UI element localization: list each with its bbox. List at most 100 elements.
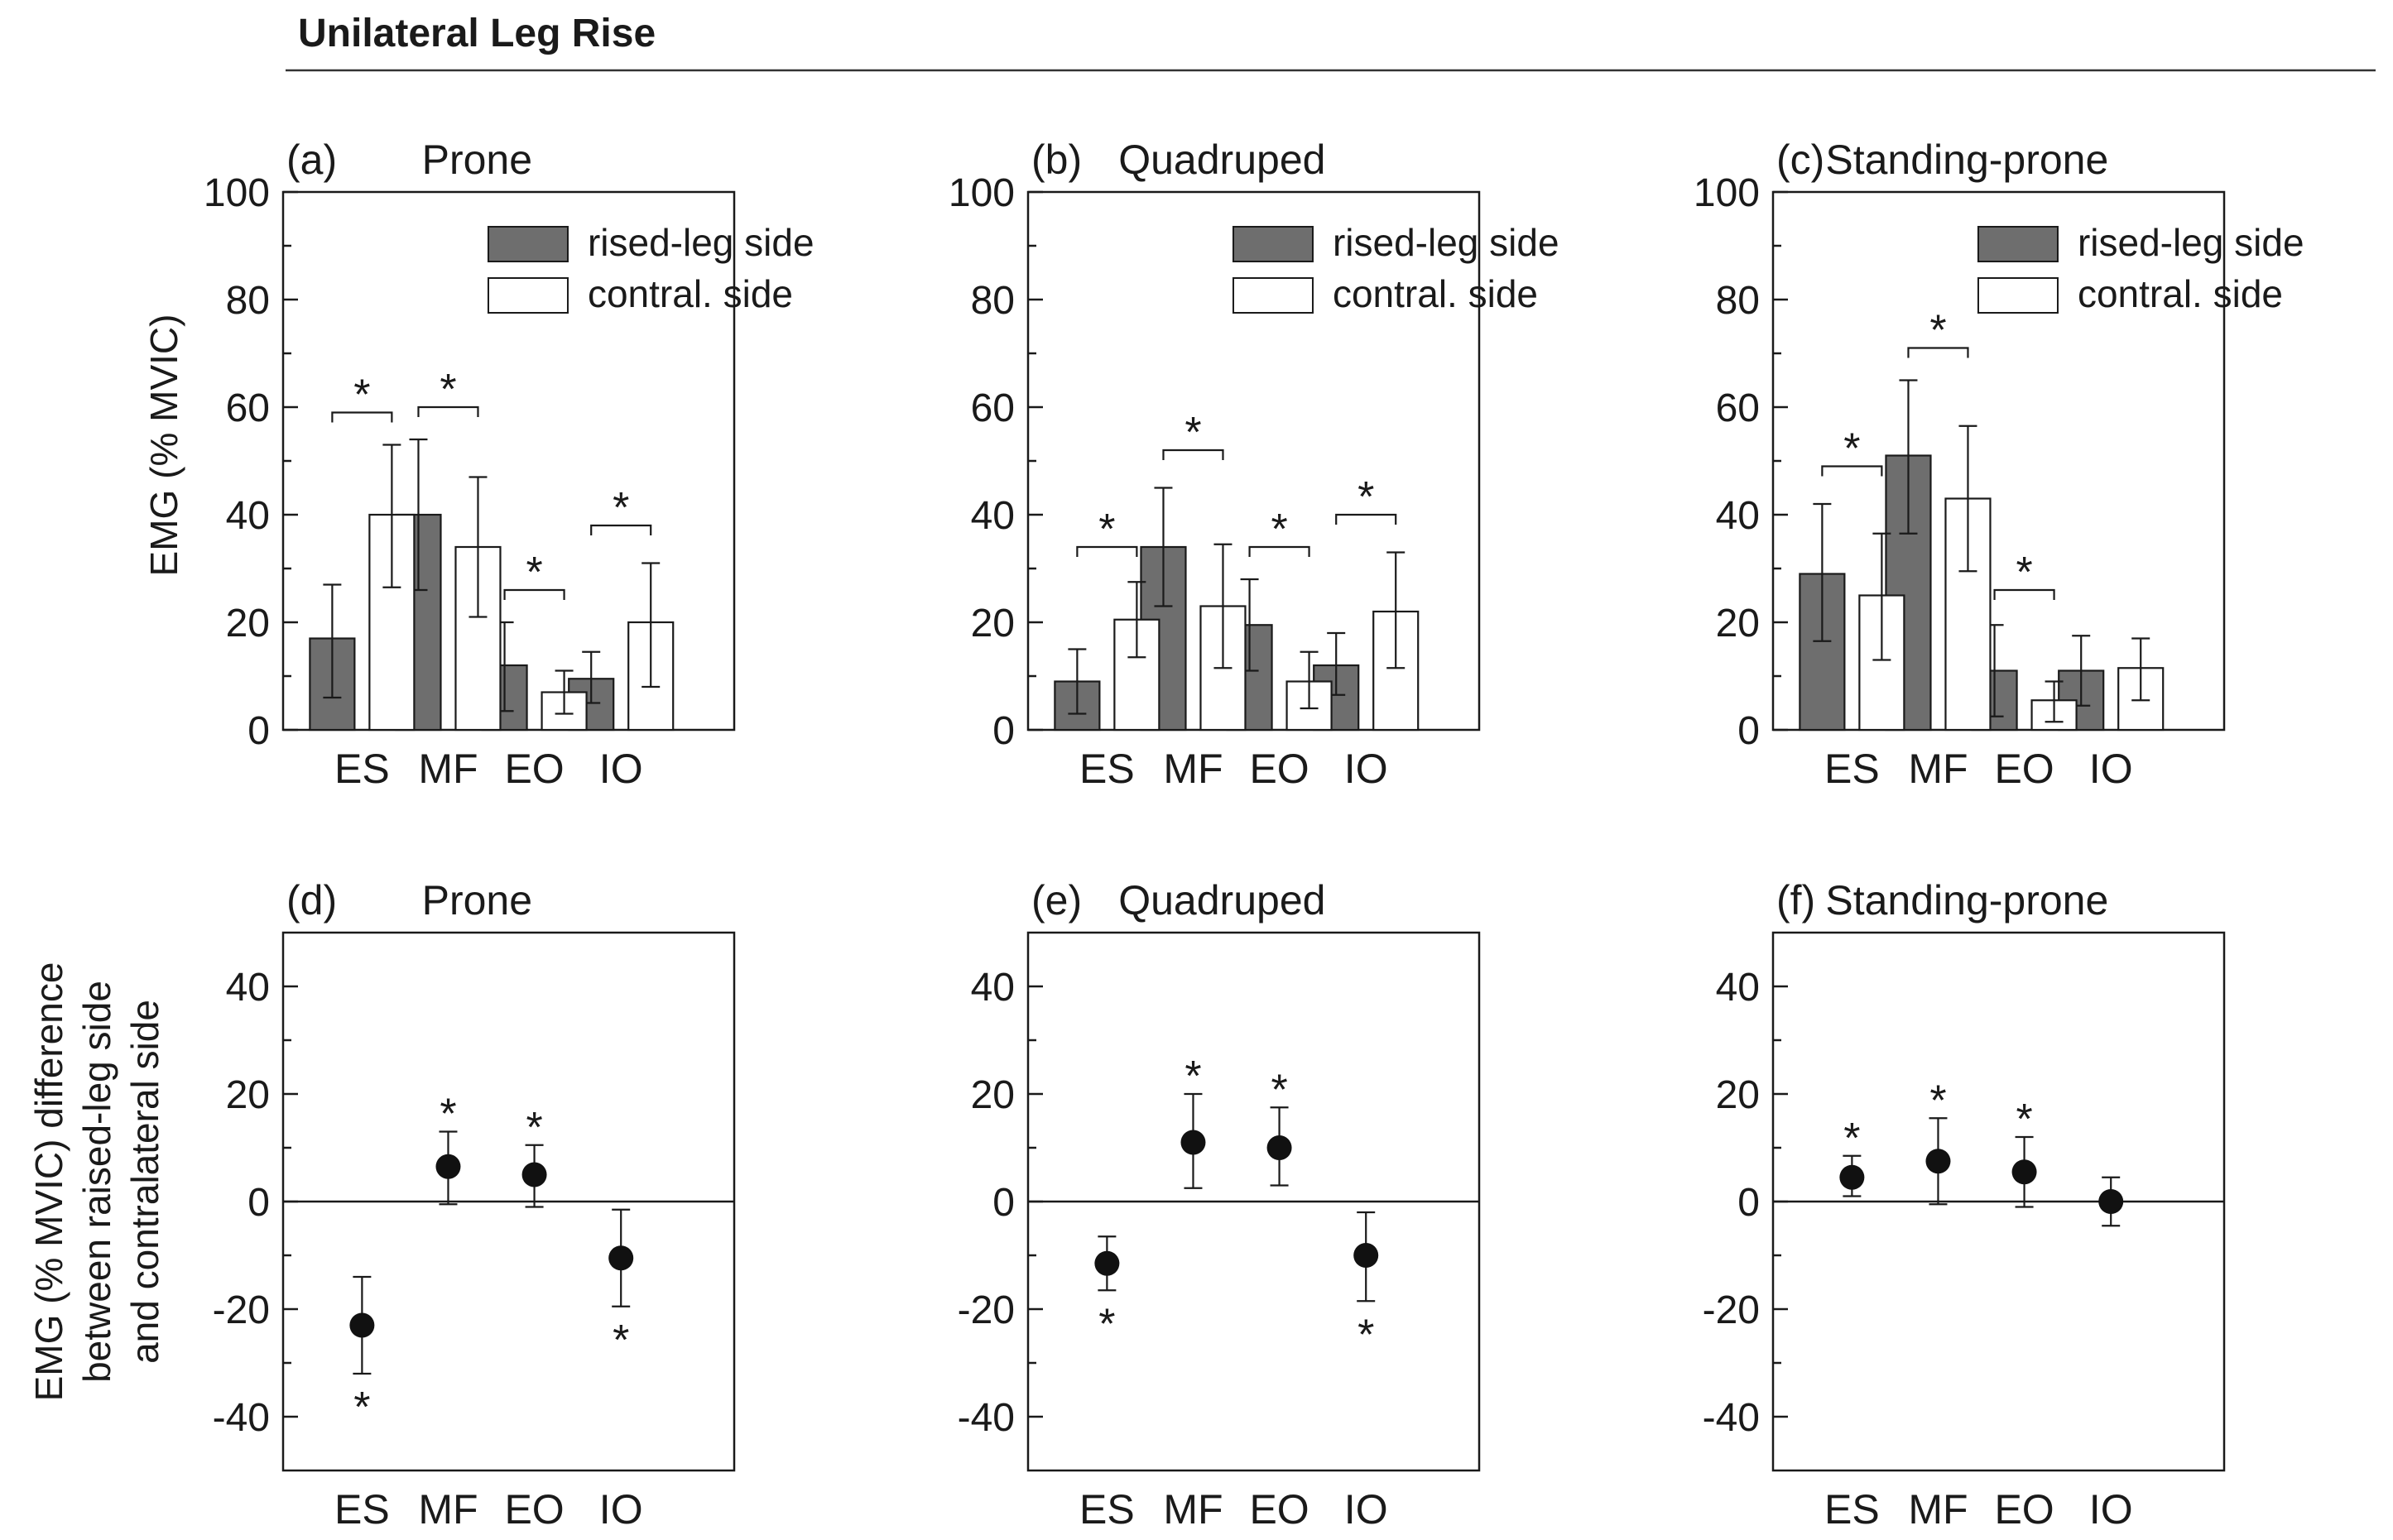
x-tick-label-eo: EO [1994, 746, 2054, 792]
panel-title: Prone [422, 137, 532, 183]
significance-asterisk: * [613, 1317, 629, 1365]
y-tick-label: 0 [247, 709, 270, 753]
x-tick-label-eo: EO [1249, 1486, 1309, 1533]
legend-label-contral-side: contral. side [2078, 272, 2283, 315]
mean-difference-point-es [1839, 1164, 1865, 1190]
significance-asterisk: * [1098, 506, 1115, 554]
panel-title: Quadruped [1118, 137, 1325, 183]
mean-difference-point-eo [2011, 1159, 2037, 1185]
significance-bracket [1162, 449, 1224, 460]
significance-asterisk: * [1357, 473, 1374, 521]
panel-title: Quadruped [1118, 877, 1325, 924]
y-tick-label: -40 [958, 1396, 1015, 1440]
y-tick-label: 60 [1716, 386, 1760, 430]
y-tick-label: 40 [1716, 966, 1760, 1010]
significance-bracket [1335, 513, 1397, 525]
bottom-row-y-axis-label-line-3: and contralateral side [123, 1000, 166, 1364]
x-tick-label-io: IO [599, 1486, 643, 1533]
x-tick-label-eo: EO [504, 1486, 564, 1533]
significance-bracket [331, 411, 393, 423]
x-tick-label-mf: MF [1908, 1486, 1968, 1533]
panel-title: Standing-prone [1825, 877, 2108, 924]
y-tick-label: 40 [971, 966, 1015, 1010]
mean-difference-point-es [349, 1312, 375, 1338]
significance-asterisk: * [613, 484, 629, 532]
x-tick-label-mf: MF [418, 746, 478, 792]
x-tick-label-io: IO [1344, 1486, 1388, 1533]
significance-asterisk: * [1929, 1077, 1946, 1125]
significance-asterisk: * [1929, 307, 1946, 355]
significance-bracket [417, 405, 479, 417]
panel-label: (b) [1031, 137, 1082, 183]
legend-swatch-contral-side [1977, 277, 2059, 314]
top-row-y-axis-label: EMG (% MVIC) [142, 314, 185, 577]
x-tick-label-eo: EO [1249, 746, 1309, 792]
mean-difference-point-io [1353, 1243, 1379, 1268]
legend-swatch-rised-leg-side [487, 226, 569, 262]
y-tick-label: 80 [971, 279, 1015, 323]
mean-difference-point-eo [1266, 1135, 1292, 1160]
panel-title: Standing-prone [1825, 137, 2108, 183]
significance-asterisk: * [1843, 425, 1860, 473]
x-tick-label-io: IO [599, 746, 643, 792]
legend-label-rised-leg-side: rised-leg side [1333, 221, 1559, 264]
significance-asterisk: * [440, 366, 456, 414]
y-tick-label: -20 [213, 1288, 270, 1332]
legend-swatch-rised-leg-side [1977, 226, 2059, 262]
significance-bracket [1076, 545, 1138, 557]
significance-asterisk: * [526, 549, 542, 597]
y-tick-label: 100 [1694, 171, 1760, 215]
significance-bracket [1821, 465, 1883, 477]
y-tick-label: -40 [1703, 1396, 1760, 1440]
mean-difference-point-eo [521, 1162, 547, 1187]
x-tick-label-es: ES [334, 746, 390, 792]
y-tick-label: 20 [1716, 1073, 1760, 1117]
y-tick-label: 0 [992, 709, 1015, 753]
legend-swatch-contral-side [1232, 277, 1314, 314]
y-tick-label: 100 [949, 171, 1015, 215]
significance-asterisk: * [1184, 409, 1201, 457]
significance-asterisk: * [440, 1091, 456, 1139]
y-tick-label: -20 [1703, 1288, 1760, 1332]
significance-asterisk: * [526, 1104, 542, 1152]
panel-label: (e) [1031, 877, 1082, 924]
y-tick-label: 20 [971, 1073, 1015, 1117]
significance-asterisk: * [2016, 549, 2032, 597]
y-tick-label: 0 [1737, 1181, 1760, 1225]
panel-label: (c) [1776, 137, 1824, 183]
y-tick-label: -20 [958, 1288, 1015, 1332]
x-tick-label-io: IO [2089, 1486, 2133, 1533]
significance-bracket [503, 588, 565, 600]
y-tick-label: 0 [247, 1181, 270, 1225]
bottom-row-y-axis-label-line-2: between raised-leg side [75, 981, 118, 1383]
x-tick-label-mf: MF [1908, 746, 1968, 792]
legend-label-rised-leg-side: rised-leg side [2078, 221, 2304, 264]
significance-bracket [1248, 545, 1310, 557]
mean-difference-point-mf [435, 1154, 461, 1179]
mean-difference-point-io [2098, 1189, 2124, 1214]
significance-asterisk: * [1271, 506, 1287, 554]
panel-label: (f) [1776, 877, 1815, 924]
y-tick-label: 80 [1716, 279, 1760, 323]
legend-swatch-rised-leg-side [1232, 226, 1314, 262]
y-tick-label: 40 [226, 966, 270, 1010]
x-tick-label-io: IO [1344, 746, 1388, 792]
significance-asterisk: * [353, 372, 370, 420]
legend-label-rised-leg-side: rised-leg side [588, 221, 814, 264]
x-tick-label-es: ES [1079, 746, 1135, 792]
mean-difference-point-es [1094, 1250, 1120, 1276]
significance-bracket [1907, 347, 1969, 358]
bottom-row-y-axis-label-line-1: EMG (% MVIC) difference [27, 962, 70, 1402]
panel-b: (b) Quadruped 0 20 40 60 80 100 ES MF EO IO * * * * rise… [949, 137, 1559, 792]
legend-label-contral-side: contral. side [1333, 272, 1538, 315]
y-tick-label: 20 [226, 1073, 270, 1117]
x-tick-label-es: ES [1824, 746, 1880, 792]
significance-asterisk: * [2016, 1096, 2032, 1144]
figure-title: Unilateral Leg Rise [298, 12, 656, 55]
significance-asterisk: * [1098, 1300, 1115, 1348]
panel-c: (c) Standing-prone 0 20 40 60 80 100 ES MF EO IO * * *… [1694, 137, 2304, 792]
y-tick-label: 40 [226, 494, 270, 538]
panel-label: (d) [286, 877, 337, 924]
significance-asterisk: * [353, 1384, 370, 1432]
